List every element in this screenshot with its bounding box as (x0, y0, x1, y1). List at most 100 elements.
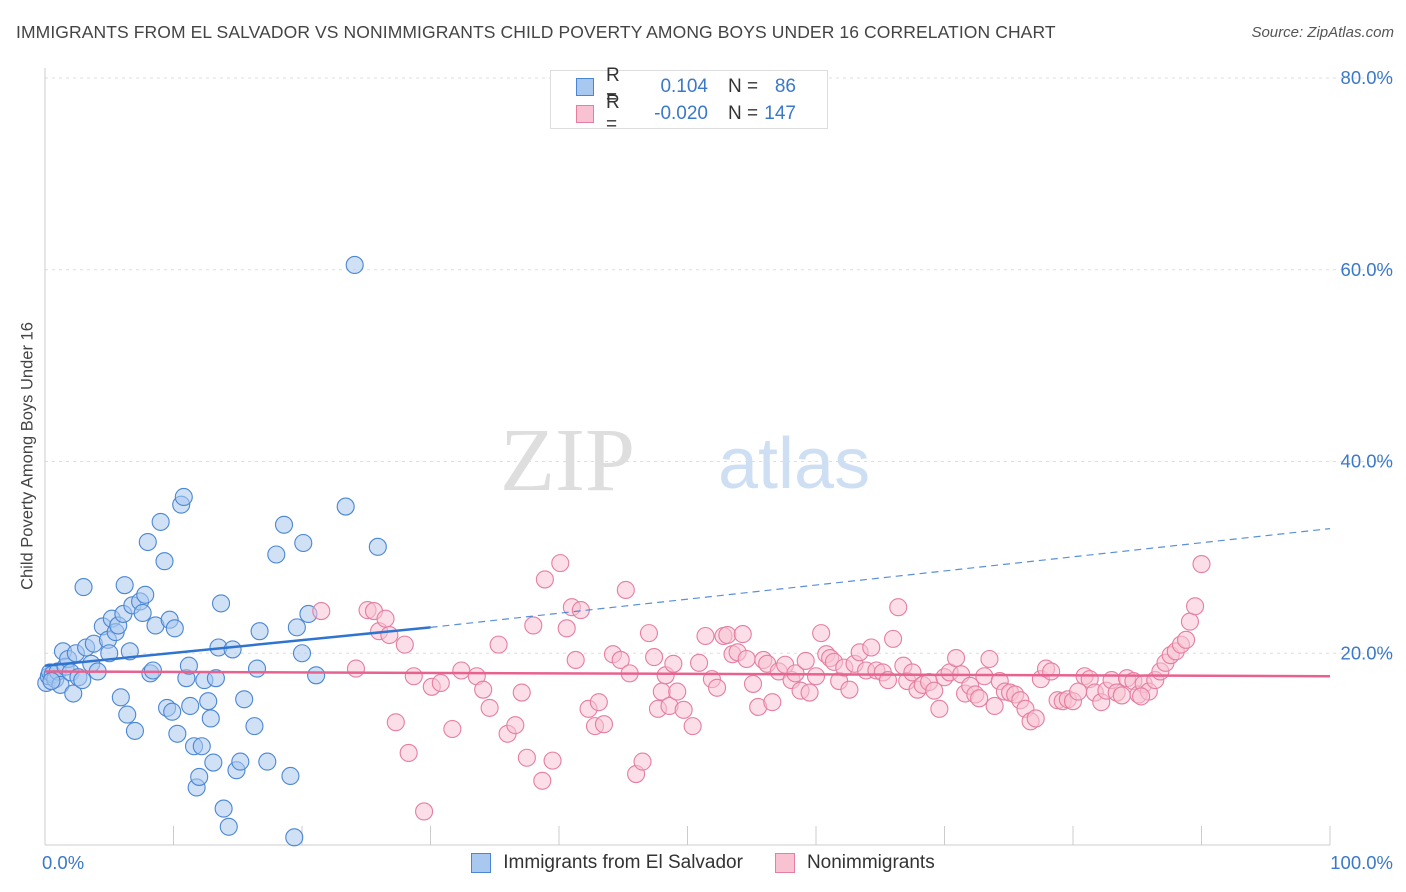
point-immigrants (138, 532, 157, 552)
point-nonimmigrants (1042, 662, 1061, 681)
point-nonimmigrants (415, 802, 434, 821)
swatch-immigrants (576, 78, 594, 96)
point-immigrants (199, 692, 218, 711)
point-immigrants (258, 752, 277, 771)
point-nonimmigrants (395, 635, 414, 654)
point-immigrants (174, 487, 193, 507)
watermark-zip: ZIP (500, 411, 635, 510)
point-immigrants (292, 644, 312, 663)
point-nonimmigrants (594, 715, 614, 734)
trend-immigrants-dashed (430, 528, 1331, 628)
stats-row-nonimmigrants: R = -0.020 N = 147 (551, 92, 796, 135)
point-nonimmigrants (925, 681, 944, 700)
point-nonimmigrants (452, 661, 471, 680)
point-nonimmigrants (985, 696, 1004, 716)
point-nonimmigrants (683, 717, 702, 736)
point-nonimmigrants (806, 667, 826, 686)
point-nonimmigrants (690, 653, 709, 672)
legend-swatch-immigrants (471, 853, 492, 873)
point-immigrants (281, 766, 300, 786)
point-nonimmigrants (1192, 555, 1211, 574)
watermark-atlas: atlas (718, 424, 870, 504)
point-nonimmigrants (399, 743, 418, 763)
point-immigrants (111, 688, 130, 707)
point-nonimmigrants (443, 719, 462, 739)
point-immigrants (118, 705, 137, 724)
n-label: N = (728, 103, 759, 124)
point-immigrants (267, 545, 286, 564)
r-value-nonimmigrants: -0.020 (654, 103, 708, 124)
chart-title: IMMIGRANTS FROM EL SALVADOR VS NONIMMIGR… (16, 22, 1056, 42)
point-nonimmigrants (889, 598, 908, 617)
point-nonimmigrants (346, 659, 366, 678)
point-nonimmigrants (1186, 597, 1205, 616)
point-nonimmigrants (800, 683, 819, 702)
point-immigrants (168, 724, 187, 743)
point-nonimmigrants (668, 682, 687, 701)
y-tick-label: 40.0% (1341, 451, 1393, 472)
point-nonimmigrants (312, 602, 331, 621)
point-nonimmigrants (566, 650, 585, 670)
point-immigrants (143, 661, 162, 680)
point-nonimmigrants (862, 638, 881, 657)
point-nonimmigrants (930, 699, 949, 718)
point-immigrants (223, 640, 242, 659)
y-axis-label: Child Poverty Among Boys Under 16 (18, 322, 37, 590)
y-tick-label: 80.0% (1341, 67, 1393, 88)
point-immigrants (345, 255, 364, 275)
point-nonimmigrants (535, 570, 554, 589)
point-immigrants (214, 799, 233, 818)
legend-item-nonimmigrants[interactable]: Nonimmigrants (774, 852, 935, 874)
point-nonimmigrants (633, 752, 652, 771)
point-immigrants (231, 752, 250, 771)
point-nonimmigrants (431, 673, 450, 693)
tick-labels: 20.0% 40.0% 60.0% 80.0% 0.0% 100.0% (42, 67, 1393, 873)
point-immigrants (133, 603, 152, 623)
point-immigrants (151, 512, 170, 531)
point-nonimmigrants (557, 619, 576, 638)
legend-label-nonimmigrants: Nonimmigrants (806, 852, 935, 873)
point-nonimmigrants (970, 689, 989, 708)
point-immigrants (136, 585, 155, 604)
point-nonimmigrants (506, 716, 525, 735)
point-immigrants (179, 656, 198, 675)
point-nonimmigrants (376, 609, 395, 628)
x-tick-label: 0.0% (42, 852, 84, 873)
point-immigrants (245, 717, 264, 736)
trend-lines (44, 528, 1331, 678)
point-nonimmigrants (1177, 630, 1196, 649)
point-nonimmigrants (763, 693, 782, 712)
point-immigrants (287, 618, 306, 637)
point-nonimmigrants (524, 616, 543, 635)
point-nonimmigrants (1132, 687, 1151, 706)
point-nonimmigrants (517, 748, 536, 767)
point-nonimmigrants (404, 667, 423, 686)
point-nonimmigrants (589, 693, 608, 712)
n-value-nonimmigrants: 147 (764, 103, 796, 124)
point-immigrants (211, 594, 231, 613)
point-immigrants (247, 659, 267, 678)
point-immigrants (165, 619, 184, 638)
point-nonimmigrants (733, 625, 752, 644)
point-nonimmigrants (1026, 709, 1045, 728)
point-nonimmigrants (543, 751, 562, 770)
legend-item-immigrants[interactable]: Immigrants from El Salvador (471, 852, 743, 874)
point-immigrants (201, 709, 220, 728)
trend-nonimmigrants (44, 670, 1331, 678)
point-nonimmigrants (380, 625, 399, 645)
point-nonimmigrants (903, 663, 922, 682)
point-immigrants (285, 828, 304, 847)
point-nonimmigrants (611, 650, 630, 670)
point-nonimmigrants (639, 624, 659, 643)
point-immigrants (204, 753, 223, 772)
point-nonimmigrants (386, 713, 405, 732)
point-immigrants (368, 537, 387, 556)
point-immigrants (74, 578, 93, 597)
legend-swatch-nonimmigrants (774, 853, 795, 873)
swatch-nonimmigrants (576, 105, 594, 123)
trend-immigrants (44, 626, 431, 667)
point-nonimmigrants (708, 678, 727, 697)
point-nonimmigrants (489, 635, 508, 654)
point-immigrants (190, 767, 209, 786)
y-tick-label: 20.0% (1341, 642, 1393, 663)
